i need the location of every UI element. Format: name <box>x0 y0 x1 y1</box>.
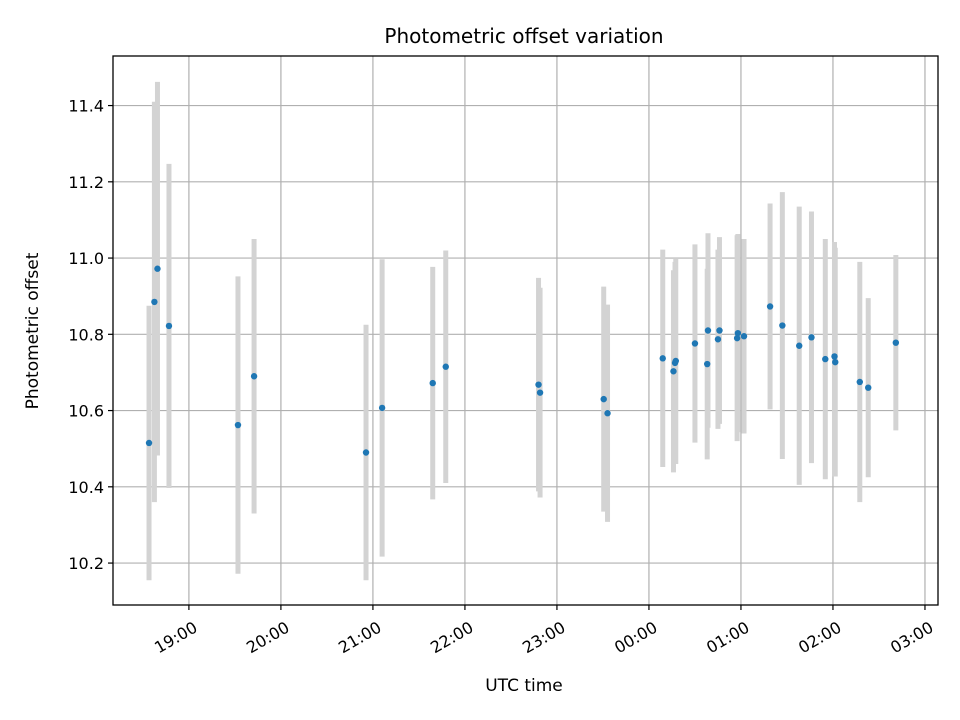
data-point <box>704 327 712 334</box>
data-point <box>808 334 815 341</box>
data-point <box>865 384 872 391</box>
data-point <box>831 353 838 360</box>
y-tick-label: 10.6 <box>68 402 104 421</box>
data-point <box>154 265 161 272</box>
data-point <box>733 334 741 342</box>
data-point <box>234 421 242 429</box>
data-point <box>714 336 722 343</box>
data-point <box>704 360 711 368</box>
data-point <box>165 322 173 330</box>
y-axis-ticks: 10.2 10.4 10.6 10.8 11.0 11.2 11.4 <box>68 97 113 573</box>
y-tick-label: 11.0 <box>68 249 104 268</box>
data-point <box>691 340 699 347</box>
y-tick-label: 10.8 <box>68 325 104 344</box>
data-point <box>604 410 611 417</box>
data-point <box>734 329 742 337</box>
data-point <box>378 404 386 412</box>
data-point <box>766 303 774 310</box>
x-axis-label: UTC time <box>485 676 563 696</box>
data-point <box>145 439 153 447</box>
data-point <box>600 395 607 403</box>
data-point <box>779 322 786 329</box>
data-point <box>856 378 863 386</box>
data-point <box>151 298 158 306</box>
y-tick-label: 11.4 <box>68 97 104 116</box>
chart-title: Photometric offset variation <box>384 24 663 48</box>
data-point <box>250 373 258 380</box>
data-point <box>796 342 803 349</box>
data-point <box>670 368 677 375</box>
data-point <box>740 333 748 340</box>
data-point <box>362 449 370 456</box>
data-point <box>429 379 436 387</box>
y-axis-label: Photometric offset <box>23 252 43 409</box>
y-tick-label: 10.4 <box>68 478 104 497</box>
data-point <box>672 357 679 365</box>
plot-frame <box>112 55 939 606</box>
data-point <box>892 339 900 346</box>
data-point <box>716 327 723 334</box>
data-point <box>822 355 829 363</box>
y-tick-label: 10.2 <box>68 554 104 573</box>
data-point <box>536 389 544 396</box>
data-point <box>659 355 666 362</box>
data-point <box>832 358 839 366</box>
data-point <box>535 381 542 388</box>
data-points <box>145 265 900 456</box>
y-tick-label: 11.2 <box>68 173 104 192</box>
data-point <box>442 363 449 370</box>
